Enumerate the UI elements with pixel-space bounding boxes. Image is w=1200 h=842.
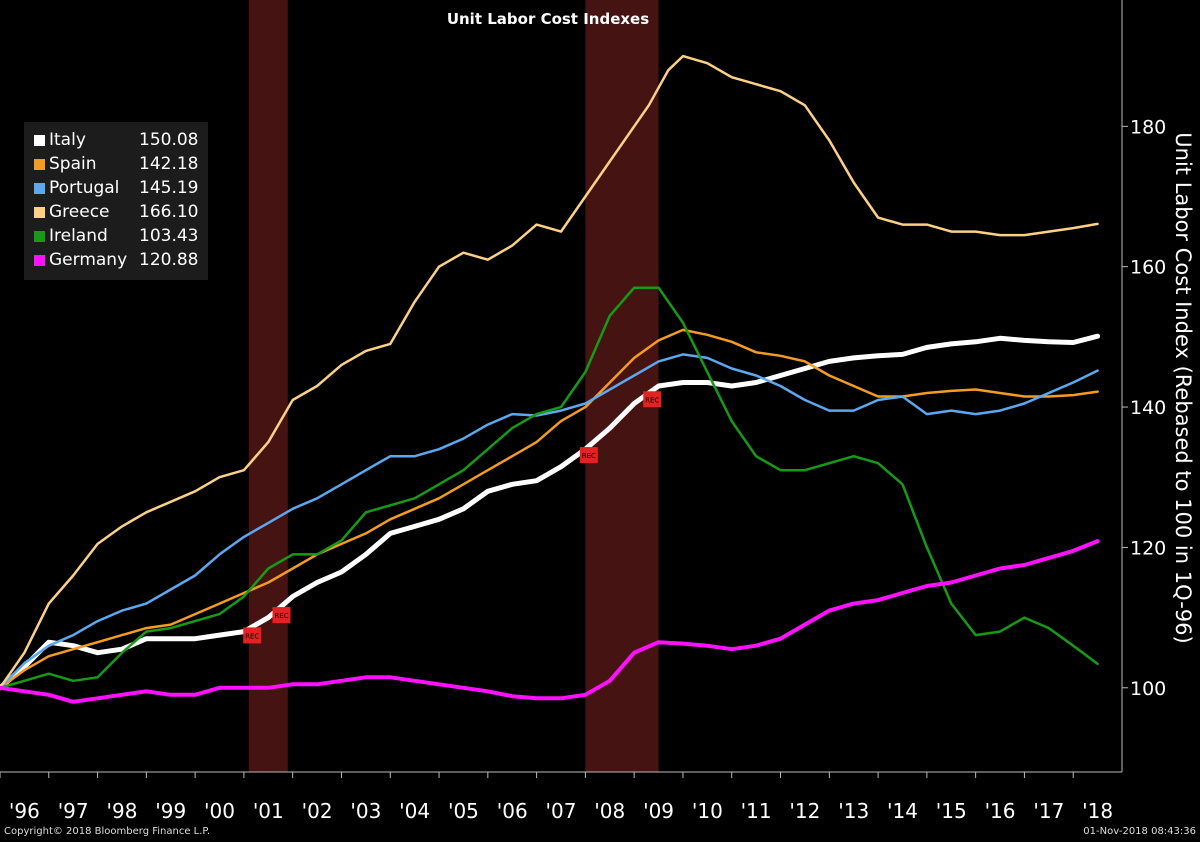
legend-swatch-germany (34, 254, 45, 266)
recession-marker (643, 391, 662, 408)
series-line-germany (0, 539, 1100, 704)
x-tick-label: '02 (302, 799, 333, 823)
x-tick-label: '00 (204, 799, 235, 823)
legend-item-ireland: Ireland 103.43 (34, 224, 208, 248)
legend-swatch-portugal (34, 182, 45, 194)
x-tick-label: '17 (1033, 799, 1064, 823)
x-tick-label: '12 (789, 799, 820, 823)
x-tick-label: '01 (253, 799, 284, 823)
x-tick-label: '03 (350, 799, 381, 823)
y-tick-label: 120 (1130, 537, 1166, 559)
legend-item-spain: Spain 142.18 (34, 152, 208, 176)
x-tick-label: '99 (155, 799, 186, 823)
recession-layer (248, 0, 659, 772)
x-tick-label: '13 (838, 799, 869, 823)
legend: Italy 150.08 Spain 142.18 Portugal 145.1… (24, 122, 208, 280)
x-tick-label: '07 (546, 799, 577, 823)
x-tick-label: '16 (985, 799, 1016, 823)
series-line-spain (0, 328, 1099, 690)
recession-marker-label: REC (582, 452, 596, 460)
legend-swatch-italy (34, 134, 45, 146)
series-line-portugal (0, 353, 1099, 690)
x-tick-label: '14 (887, 799, 918, 823)
y-tick-label: 180 (1130, 116, 1166, 138)
y-tick-label: 160 (1130, 257, 1166, 279)
legend-label: Spain (49, 154, 97, 174)
series-line-greece (0, 54, 1099, 690)
recession-marker (272, 607, 291, 624)
legend-label: Germany (49, 250, 128, 270)
legend-swatch-spain (34, 158, 45, 170)
x-tick-label: '11 (741, 799, 772, 823)
legend-value: 120.88 (139, 250, 199, 270)
x-tick-label: '04 (399, 799, 430, 823)
legend-label: Greece (49, 202, 110, 222)
recession-band-1 (585, 0, 659, 772)
recession-band-0 (248, 0, 288, 772)
legend-item-germany: Germany 120.88 (34, 248, 208, 272)
recession-marker-layer: REC REC REC REC (243, 391, 662, 644)
x-tick-label: '18 (1082, 799, 1113, 823)
legend-item-greece: Greece 166.10 (34, 200, 208, 224)
x-tick-label: '96 (9, 799, 40, 823)
series-line-italy (0, 333, 1101, 691)
legend-swatch-greece (34, 206, 45, 218)
recession-marker-label: REC (245, 632, 259, 640)
legend-value: 145.19 (139, 178, 199, 198)
y-tick-label: 140 (1130, 397, 1166, 419)
legend-item-portugal: Portugal 145.19 (34, 176, 208, 200)
x-tick-label: '10 (692, 799, 723, 823)
legend-value: 103.43 (139, 226, 199, 246)
chart-title: Unit Labor Cost Indexes (447, 10, 649, 28)
y-axis-label: Unit Labor Cost Index (Rebased to 100 in… (1171, 132, 1195, 643)
x-tick-label: '06 (497, 799, 528, 823)
series-line-ireland (0, 286, 1099, 690)
x-tick-label: '05 (448, 799, 479, 823)
recession-marker-label: REC (645, 396, 659, 404)
x-tick-label: '98 (106, 799, 137, 823)
series-layer (0, 54, 1101, 704)
recession-marker (243, 627, 262, 644)
x-tick-label: '09 (643, 799, 674, 823)
timestamp-text: 01-Nov-2018 08:43:36 (1083, 826, 1196, 837)
x-tick-label: '08 (594, 799, 625, 823)
x-tick-label: '97 (58, 799, 89, 823)
y-tick-label: 100 (1130, 678, 1166, 700)
axis-layer: 100 120 140 160 180 '96 '97 '98 '99 '00 '01 '02 '03 '… (0, 0, 1166, 823)
x-tick-label: '15 (936, 799, 967, 823)
legend-label: Portugal (49, 178, 120, 198)
legend-swatch-ireland (34, 230, 45, 242)
legend-value: 150.08 (139, 130, 199, 150)
legend-label: Ireland (49, 226, 108, 246)
legend-label: Italy (49, 130, 86, 150)
legend-item-italy: Italy 150.08 (34, 128, 208, 152)
copyright-text: Copyright© 2018 Bloomberg Finance L.P. (4, 826, 211, 837)
legend-value: 142.18 (139, 154, 199, 174)
legend-value: 166.10 (139, 202, 199, 222)
recession-marker-label: REC (274, 612, 288, 620)
recession-marker (579, 447, 598, 464)
